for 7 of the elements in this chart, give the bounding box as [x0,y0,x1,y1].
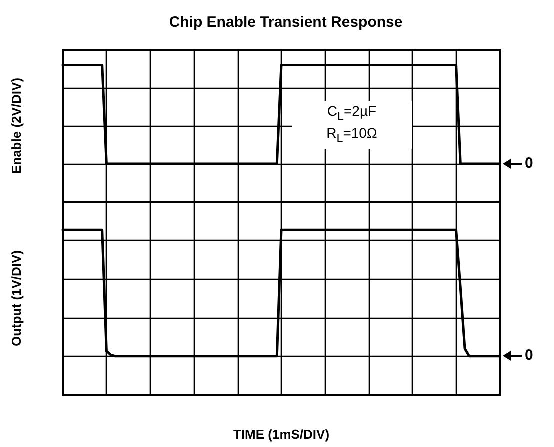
label-box: C$_{L}$=2µF R$_{L}$=10Ω [292,101,412,149]
x-axis-title: TIME (1mS/DIV) [233,427,330,442]
text: 0 [525,347,534,364]
chart-title: Chip Enable Transient Response [169,14,403,31]
y-axis-title: Enable (2V/DIV) [9,78,24,174]
y-axis-title: Output (1V/DIV) [9,250,24,347]
text: 0 [525,155,534,172]
